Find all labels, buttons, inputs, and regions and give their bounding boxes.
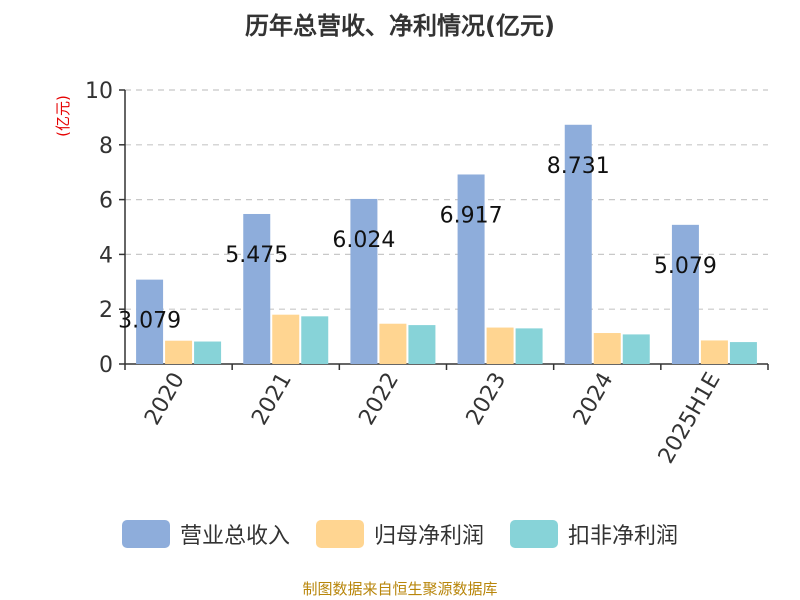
x-tick-label: 2021 [247,369,297,430]
y-tick-label: 6 [99,189,113,214]
legend-item-net-profit[interactable]: 归母净利润 [315,518,484,550]
legend: 营业总收入 归母净利润 扣非净利润 [0,518,800,550]
bar-0-2025H1E [671,224,699,364]
bar-0-2023 [457,174,485,364]
data-label-revenue: 6.024 [332,228,395,253]
legend-label-revenue: 营业总收入 [179,524,290,549]
bar-1-2025H1E [700,340,728,364]
y-tick-label: 4 [99,243,113,268]
y-tick-label: 8 [99,134,113,159]
x-tick-label: 2024 [569,369,619,430]
legend-label-net-profit: 归母净利润 [373,524,484,549]
bar-2-2020 [194,341,222,364]
y-tick-label: 2 [99,298,113,323]
bar-0-2021 [243,213,271,364]
source-note: 制图数据来自恒生聚源数据库 [302,580,498,598]
bar-2-2024 [622,334,650,364]
legend-item-deducted-profit[interactable]: 扣非净利润 [510,518,678,550]
bar-1-2022 [379,323,407,364]
bar-0-2020 [136,279,164,364]
x-tick-label: 2025H1E [654,369,726,468]
y-tick-label: 10 [85,79,113,104]
chart-title: 历年总营收、净利情况(亿元) [245,12,555,40]
legend-swatch-deducted-profit [510,520,558,548]
legend-label-deducted-profit: 扣非净利润 [568,524,679,549]
bar-2-2022 [408,325,436,364]
legend-swatch-net-profit [315,520,364,548]
bar-1-2021 [272,314,300,364]
legend-swatch-revenue [121,520,170,548]
bar-2-2021 [301,316,329,364]
data-label-revenue: 5.079 [654,254,717,279]
y-tick-label: 0 [99,353,113,378]
y-axis-label: (亿元) [54,95,72,137]
data-label-revenue: 8.731 [547,154,610,179]
legend-item-revenue[interactable]: 营业总收入 [121,518,290,550]
bar-1-2024 [593,333,621,364]
bar-2-2023 [515,328,543,364]
bar-0-2022 [350,198,378,364]
bar-2-2025H1E [729,342,757,364]
data-label-revenue: 3.079 [118,309,181,334]
data-label-revenue: 5.475 [225,243,288,268]
bar-1-2020 [165,340,193,364]
bar-1-2023 [486,327,514,364]
x-tick-label: 2022 [354,369,404,430]
data-label-revenue: 6.917 [440,203,503,228]
x-tick-label: 2023 [462,369,512,430]
x-tick-label: 2020 [140,369,190,430]
bar-0-2024 [564,124,592,364]
